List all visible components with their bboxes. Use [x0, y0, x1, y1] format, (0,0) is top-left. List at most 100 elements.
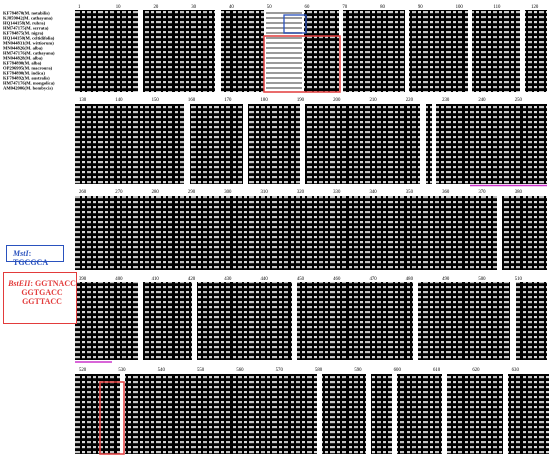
ruler-tick-label: 240 [478, 98, 486, 103]
ruler-tick-label: 290 [188, 190, 196, 195]
gap-column [215, 10, 221, 92]
ruler-tick-label: 340 [369, 190, 377, 195]
ruler-tick-label: 390 [79, 277, 87, 282]
gap-column [300, 104, 305, 184]
species-label: KJ859042(M. cathayana) [3, 16, 53, 21]
gap-column [392, 374, 397, 454]
alignment-block-1: KF784870(M. notabilis)KJ859042(M. cathay… [3, 5, 547, 93]
ruler-tick-label: 530 [118, 368, 126, 373]
ruler-tick-label: 310 [261, 190, 269, 195]
ruler-tick-label: 130 [79, 98, 87, 103]
ruler-tick-label: 380 [515, 190, 523, 195]
ruler-tick-label: 370 [478, 190, 486, 195]
ruler-tick-label: 550 [197, 368, 205, 373]
ruler-tick-label: 610 [433, 368, 441, 373]
ruler-tick-label: 460 [333, 277, 341, 282]
gap-column [120, 374, 125, 454]
gap-column [510, 282, 516, 360]
ruler-tick-label: 470 [369, 277, 377, 282]
ruler-tick-label: 540 [158, 368, 166, 373]
ruler-tick-label: 560 [236, 368, 244, 373]
gap-column [420, 104, 426, 184]
ruler-tick-label: 580 [315, 368, 323, 373]
species-label: HQ144158(M. rubra) [3, 21, 46, 26]
gap-column [138, 282, 143, 360]
gap-column [138, 10, 143, 92]
species-label: MN044826(M. alba) [3, 46, 43, 51]
alignment-rows-1 [75, 10, 547, 92]
alignment-rows-2 [75, 104, 547, 184]
ruler-tick-label: 300 [224, 190, 232, 195]
alignment-rows-4 [75, 282, 547, 360]
species-label: KF784875(M. nigra) [3, 31, 44, 36]
ruler-tick-label: 220 [406, 98, 414, 103]
species-label: KF784870(M. notabilis) [3, 11, 50, 16]
ruler-tick-label: 500 [478, 277, 486, 282]
ruler-tick-label: 400 [115, 277, 123, 282]
species-label: KF784890(M. alba) [3, 61, 42, 66]
ruler-tick-label: 360 [442, 190, 450, 195]
gap-column [405, 10, 409, 92]
ruler-tick-label: 30 [191, 5, 196, 10]
species-label: HM747175(M. serrata) [3, 26, 49, 31]
msti-site-highlight [283, 14, 307, 34]
ruler-tick-label: 210 [369, 98, 377, 103]
ruler-tick-label: 270 [115, 190, 123, 195]
ruler-tick-label: 1 [78, 5, 81, 10]
gap-column [503, 374, 508, 454]
ruler-tick-label: 100 [456, 5, 464, 10]
gap-column [292, 282, 297, 360]
species-label-column: KF784870(M. notabilis)KJ859042(M. cathay… [3, 11, 55, 91]
bsteii-site-highlight [263, 35, 341, 93]
gap-column [339, 10, 343, 92]
alignment-block-4: 390 400 410 420 430 440 450 460 470 480 490 500 510 [75, 277, 547, 363]
ruler-tick-label: 440 [261, 277, 269, 282]
ruler-tick-label: 510 [515, 277, 523, 282]
species-label: KF784890(M. indica) [3, 71, 45, 76]
position-ruler-1: 1 10 20 30 40 50 60 70 80 90 100 110 120 [78, 5, 539, 10]
ruler-tick-label: 80 [380, 5, 385, 10]
ruler-tick-label: 570 [276, 368, 284, 373]
gap-column [413, 282, 418, 360]
ruler-tick-label: 450 [297, 277, 305, 282]
gap-column [184, 104, 190, 184]
ruler-tick-label: 590 [354, 368, 362, 373]
position-ruler-5: 520 530 540 550 560 570 580 590 600 610 620 630 [79, 368, 519, 373]
gap-column [442, 374, 447, 454]
ruler-tick-label: 110 [493, 5, 501, 10]
alignment-block-2: 130 140 150 160 170 180 190 200 210 220 230 240 250 [75, 98, 547, 187]
ruler-tick-label: 90 [418, 5, 423, 10]
gap-column [243, 104, 248, 184]
species-label: KF784892(M. australis) [3, 76, 50, 81]
ruler-tick-label: 120 [531, 5, 539, 10]
ruler-tick-label: 10 [116, 5, 121, 10]
ruler-tick-label: 420 [188, 277, 196, 282]
ruler-tick-label: 320 [297, 190, 305, 195]
ruler-tick-label: 330 [333, 190, 341, 195]
ruler-tick-label: 520 [79, 368, 87, 373]
ruler-tick-label: 50 [267, 5, 272, 10]
ruler-tick-label: 20 [154, 5, 159, 10]
gap-column [317, 374, 322, 454]
species-label: MN044831(M. wittiorum) [3, 41, 54, 46]
ruler-tick-label: 630 [512, 368, 520, 373]
ruler-tick-label: 180 [261, 98, 269, 103]
position-ruler-2: 130 140 150 160 170 180 190 200 210 220 230 240 250 [79, 98, 522, 103]
ruler-tick-label: 160 [188, 98, 196, 103]
position-ruler-3: 260 270 280 290 300 310 320 330 340 350 360 370 380 [79, 190, 522, 195]
ruler-tick-label: 40 [229, 5, 234, 10]
ruler-tick-label: 140 [115, 98, 123, 103]
gap-column [468, 10, 472, 92]
ruler-tick-label: 170 [224, 98, 232, 103]
ruler-tick-label: 60 [305, 5, 310, 10]
ruler-tick-label: 430 [224, 277, 232, 282]
ruler-tick-label: 410 [152, 277, 160, 282]
ruler-tick-label: 620 [472, 368, 480, 373]
species-label: MN044828(M. alba) [3, 56, 43, 61]
gap-column [520, 10, 525, 92]
ruler-tick-label: 280 [152, 190, 160, 195]
alignment-rows-5 [75, 374, 549, 454]
species-label: OP296995(M. macroura) [3, 66, 53, 71]
alignment-block-3: 260 270 280 290 300 310 320 330 340 350 360 370 380 [75, 190, 547, 270]
gap-column [192, 282, 197, 360]
